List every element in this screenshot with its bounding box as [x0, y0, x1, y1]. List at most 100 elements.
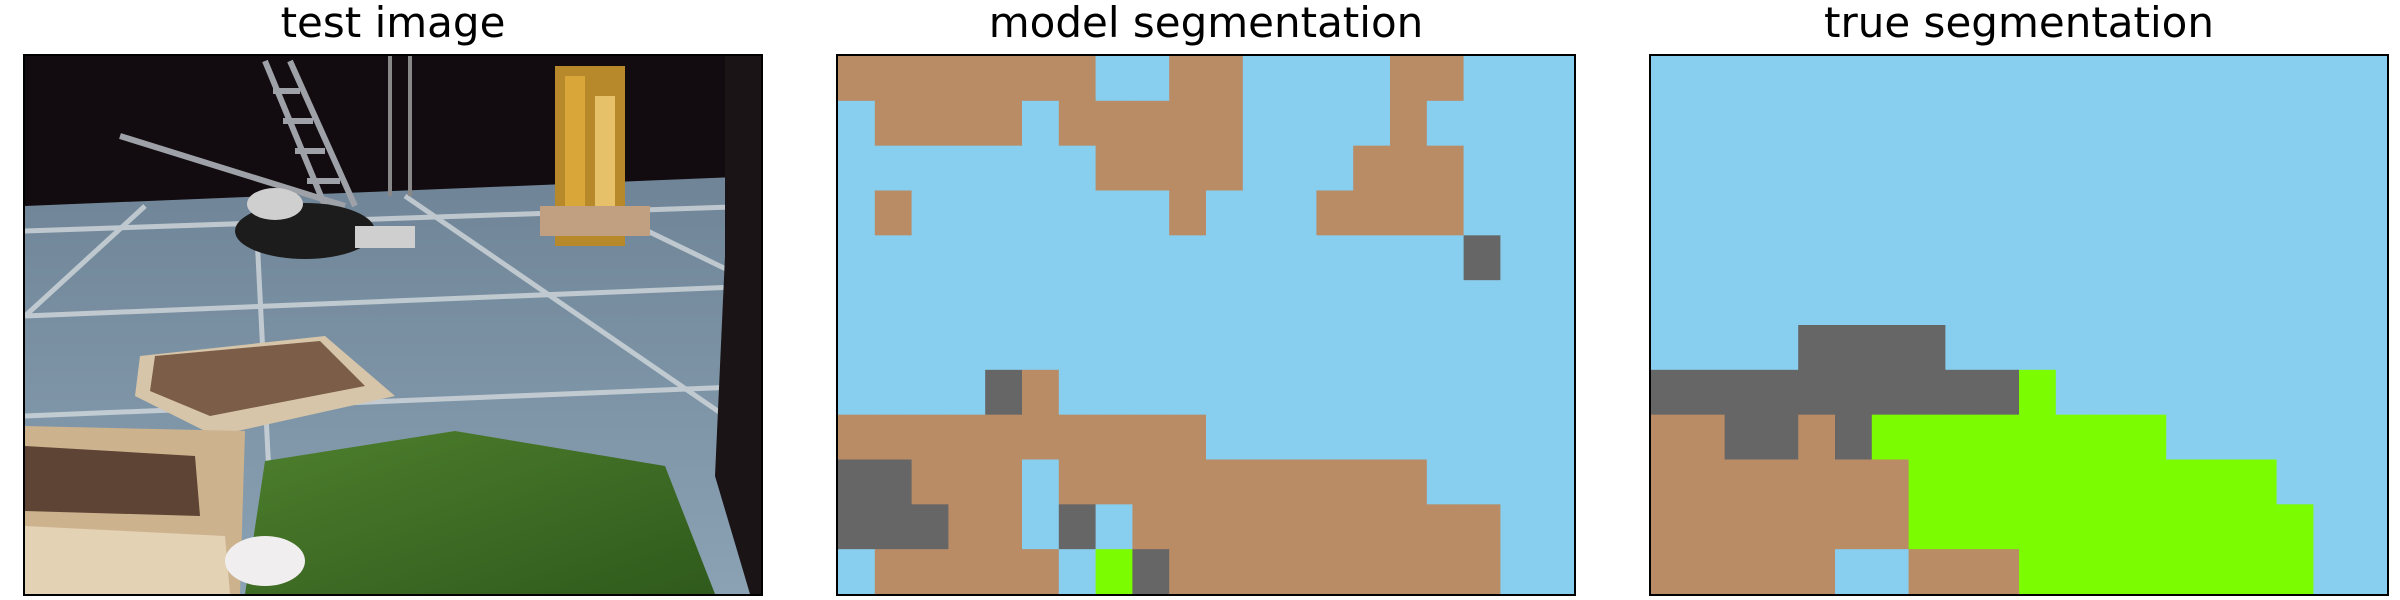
- true-seg-cell: [1982, 414, 2020, 461]
- true-seg-cell: [2166, 369, 2204, 416]
- true-seg-cell: [1982, 549, 2020, 594]
- model-seg-cell: [1537, 145, 1574, 192]
- true-seg-cell: [1798, 325, 1836, 371]
- true-seg-cell: [1871, 190, 1910, 236]
- model-seg-cell: [838, 549, 876, 594]
- model-seg-cell: [1242, 369, 1281, 416]
- true-seg-cell: [2313, 504, 2351, 550]
- true-seg-cell: [1871, 325, 1910, 371]
- model-seg-cell: [1463, 235, 1501, 281]
- model-seg-cell: [1206, 145, 1244, 192]
- model-seg-cell: [1058, 504, 1097, 550]
- model-seg-cell: [1426, 325, 1465, 371]
- true-seg-cell: [1651, 459, 1689, 505]
- true-seg-cell: [2129, 235, 2167, 281]
- true-seg-cell: [1908, 235, 1946, 281]
- model-seg-cell: [1022, 325, 1060, 371]
- true-seg-cell: [1945, 504, 1983, 550]
- model-seg-cell: [1316, 145, 1354, 192]
- true-seg-cell: [1982, 190, 2020, 236]
- model-seg-cell: [1206, 235, 1244, 281]
- model-seg-cell: [1058, 56, 1097, 102]
- model-seg-cell: [911, 235, 949, 281]
- true-seg-cell: [2055, 145, 2094, 192]
- true-seg-cell: [2239, 414, 2278, 461]
- model-seg-cell: [1206, 369, 1244, 416]
- model-seg-cell: [1095, 459, 1133, 505]
- model-seg-cell: [948, 100, 986, 147]
- true-seg-cell: [2092, 369, 2130, 416]
- model-seg-cell: [1316, 504, 1354, 550]
- true-seg-cell: [2350, 56, 2387, 102]
- model-seg-cell: [1095, 414, 1133, 461]
- true-seg-cell: [1908, 369, 1946, 416]
- model-seg-cell: [1426, 280, 1465, 326]
- true-seg-cell: [2166, 235, 2204, 281]
- true-seg-cell: [1651, 235, 1689, 281]
- true-seg-cell: [1798, 504, 1836, 550]
- true-seg-cell: [2092, 56, 2130, 102]
- model-seg-cell: [1537, 280, 1574, 326]
- true-seg-cell: [2129, 549, 2167, 594]
- true-seg-cell: [1761, 414, 1799, 461]
- model-seg-cell: [911, 190, 949, 236]
- model-seg-cell: [911, 100, 949, 147]
- true-seg-cell: [1687, 190, 1726, 236]
- true-seg-cell: [2055, 280, 2094, 326]
- true-seg-cell: [1835, 100, 1873, 147]
- model-seg-cell: [1169, 459, 1207, 505]
- model-seg-cell: [985, 190, 1023, 236]
- test-photo: [25, 56, 761, 594]
- model-seg-cell: [1537, 549, 1574, 594]
- model-seg-cell: [1316, 100, 1354, 147]
- true-seg-cell: [1835, 190, 1873, 236]
- true-seg-cell: [2276, 56, 2314, 102]
- model-seg-cell: [1022, 235, 1060, 281]
- true-seg-cell: [2092, 549, 2130, 594]
- model-seg-cell: [1537, 504, 1574, 550]
- true-seg-cell: [2276, 145, 2314, 192]
- true-seg-cell: [2313, 549, 2351, 594]
- true-seg-cell: [2129, 369, 2167, 416]
- model-seg-cell: [1537, 459, 1574, 505]
- true-seg-cell: [2313, 100, 2351, 147]
- model-seg-cell: [1132, 190, 1170, 236]
- model-seg-cell: [1463, 280, 1501, 326]
- model-seg-cell: [1500, 280, 1538, 326]
- model-seg-cell: [985, 414, 1023, 461]
- true-seg-cell: [1982, 459, 2020, 505]
- true-seg-cell: [1945, 549, 1983, 594]
- true-seg-cell: [2092, 325, 2130, 371]
- model-seg-cell: [1169, 549, 1207, 594]
- true-seg-cell: [2019, 549, 2057, 594]
- model-seg-cell: [1390, 459, 1428, 505]
- true-seg-cell: [1982, 280, 2020, 326]
- model-seg-cell: [1426, 549, 1465, 594]
- true-seg-cell: [1871, 56, 1910, 102]
- model-seg-cell: [1169, 325, 1207, 371]
- model-seg-cell: [1022, 459, 1060, 505]
- model-seg-cell: [948, 56, 986, 102]
- true-seg-cell: [2055, 190, 2094, 236]
- true-seg-cell: [2313, 325, 2351, 371]
- true-seg-cell: [1871, 145, 1910, 192]
- model-seg-cell: [1279, 280, 1317, 326]
- model-seg-cell: [1132, 325, 1170, 371]
- model-seg-cell: [1353, 100, 1391, 147]
- model-seg-cell: [948, 280, 986, 326]
- true-seg-cell: [1871, 235, 1910, 281]
- model-seg-cell: [838, 100, 876, 147]
- true-seg-cell: [2166, 145, 2204, 192]
- true-seg-cell: [1908, 280, 1946, 326]
- true-seg-cell: [2203, 145, 2241, 192]
- true-seg-cell: [1982, 369, 2020, 416]
- true-seg-cell: [1724, 235, 1762, 281]
- true-seg-cell: [2166, 190, 2204, 236]
- true-seg-cell: [1687, 280, 1726, 326]
- model-seg-cell: [1242, 549, 1281, 594]
- model-seg-cell: [911, 369, 949, 416]
- model-seg-cell: [838, 325, 876, 371]
- true-seg-cell: [1871, 280, 1910, 326]
- model-seg-cell: [948, 190, 986, 236]
- true-seg-cell: [1945, 280, 1983, 326]
